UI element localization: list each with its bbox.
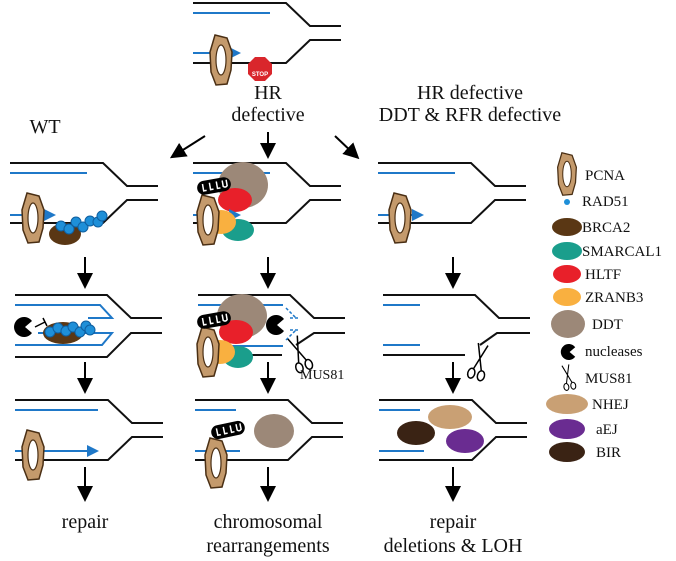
legend-nhej-icon bbox=[546, 394, 588, 414]
legend-smarcal1-icon bbox=[552, 242, 582, 260]
hr-ddt-title-2: DDT & RFR defective bbox=[379, 104, 562, 126]
legend-nuclease-icon bbox=[560, 344, 576, 360]
hr-ddt-fork-2 bbox=[383, 294, 530, 383]
hr-title-2: defective bbox=[231, 104, 304, 126]
legend-bir-icon bbox=[549, 442, 585, 462]
hr-ddt-title-1: HR defective bbox=[417, 82, 523, 104]
legend-label-hltf: HLTF bbox=[585, 267, 621, 283]
legend-label-zranb3: ZRANB3 bbox=[585, 290, 643, 306]
mus81-label: MUS81 bbox=[300, 368, 344, 383]
hr-ddt-outcome-1: repair bbox=[430, 511, 477, 533]
hr-title-1: HR bbox=[254, 82, 282, 104]
arrow-to-wt bbox=[169, 135, 206, 159]
hr-ddt-outcome-2: deletions & LOH bbox=[384, 535, 523, 557]
legend-label-bir: BIR bbox=[596, 445, 621, 461]
top-stalled-fork: STOP bbox=[192, 2, 342, 86]
legend-label-nucleases: nucleases bbox=[585, 344, 643, 360]
legend-zranb3-icon bbox=[553, 288, 581, 306]
legend-label-nhej: NHEJ bbox=[592, 397, 629, 413]
legend: PCNA RAD51 BRCA2 SMARCAL1 HLTF ZRANB3 DD… bbox=[546, 152, 662, 462]
hr-outcome-2: rearrangements bbox=[206, 535, 329, 557]
hr-ddt-fork-3 bbox=[378, 399, 528, 461]
legend-label-aej: aEJ bbox=[596, 422, 618, 438]
legend-label-mus81: MUS81 bbox=[585, 371, 633, 387]
wt-fork-1 bbox=[9, 162, 159, 245]
legend-label-smarcal1: SMARCAL1 bbox=[582, 244, 662, 260]
legend-label-brca2: BRCA2 bbox=[582, 220, 630, 236]
hr-fork-1 bbox=[192, 162, 342, 246]
legend-ddt-icon bbox=[551, 310, 585, 338]
pcna-icon bbox=[209, 34, 233, 86]
legend-aej-icon bbox=[549, 419, 585, 439]
legend-pcna-icon bbox=[557, 152, 577, 196]
nuclease-icon bbox=[14, 317, 33, 337]
legend-mus81-icon bbox=[559, 363, 577, 392]
legend-label-rad51: RAD51 bbox=[582, 194, 629, 210]
legend-rad51-icon bbox=[564, 199, 570, 205]
arrow-to-hr-ddt bbox=[334, 135, 360, 160]
stop-sign-icon: STOP bbox=[248, 57, 272, 81]
hr-fork-3 bbox=[194, 399, 344, 489]
hr-ddt-fork-1 bbox=[377, 162, 527, 244]
wt-title: WT bbox=[29, 116, 60, 138]
hr-fork-2: MUS81 bbox=[195, 294, 345, 383]
legend-label-ddt: DDT bbox=[592, 317, 623, 333]
legend-label-pcna: PCNA bbox=[585, 168, 625, 184]
svg-text:STOP: STOP bbox=[252, 72, 268, 78]
hr-outcome-1: chromosomal bbox=[214, 511, 323, 533]
wt-fork-2 bbox=[14, 294, 162, 358]
wt-fork-3 bbox=[14, 399, 164, 481]
wt-outcome: repair bbox=[62, 511, 109, 533]
legend-brca2-icon bbox=[552, 218, 582, 236]
legend-hltf-icon bbox=[553, 265, 581, 283]
